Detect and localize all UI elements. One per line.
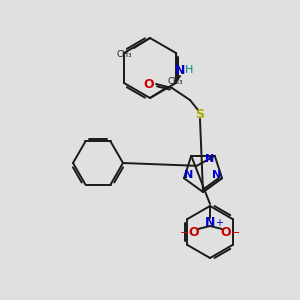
Text: −: − — [180, 228, 189, 238]
Text: H: H — [185, 65, 193, 75]
Text: CH₃: CH₃ — [116, 50, 132, 59]
Text: O: O — [189, 226, 199, 238]
Text: N: N — [175, 64, 185, 77]
Text: N: N — [184, 170, 194, 180]
Text: +: + — [215, 218, 223, 228]
Text: CH₃: CH₃ — [168, 77, 184, 86]
Text: N: N — [212, 170, 222, 180]
Text: N: N — [205, 215, 215, 229]
Text: O: O — [144, 77, 154, 91]
Text: O: O — [221, 226, 231, 238]
Text: S: S — [196, 107, 205, 121]
Text: −: − — [231, 228, 240, 238]
Text: N: N — [205, 154, 214, 164]
